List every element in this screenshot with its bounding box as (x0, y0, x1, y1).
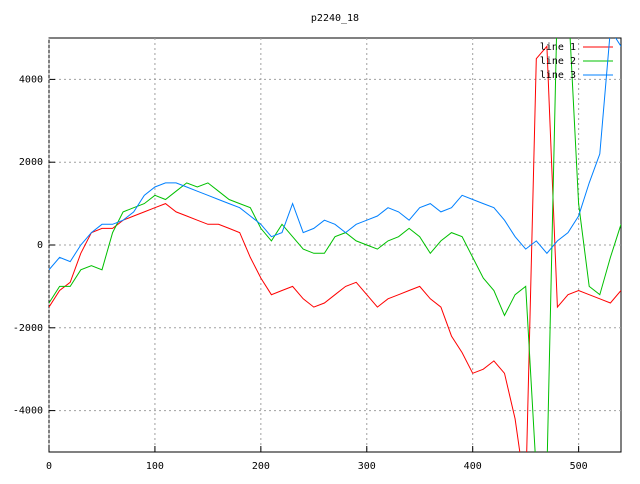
y-tick-label: 0 (37, 240, 43, 251)
x-tick-label: 500 (570, 461, 588, 472)
x-tick-label: 100 (146, 461, 164, 472)
x-tick-label: 300 (358, 461, 376, 472)
y-tick-label: -2000 (13, 323, 43, 334)
data-line (49, 45, 621, 452)
data-line (49, 38, 621, 271)
legend-label: line 2 (540, 56, 576, 67)
legend-label: line 1 (540, 42, 576, 53)
chart-title: p2240_18 (311, 13, 359, 24)
x-tick-label: 400 (464, 461, 482, 472)
x-tick-label: 200 (252, 461, 270, 472)
y-tick-label: 4000 (19, 74, 43, 85)
y-tick-label: -4000 (13, 406, 43, 417)
legend-label: line 3 (540, 70, 576, 81)
data-line (49, 38, 621, 452)
y-tick-label: 2000 (19, 157, 43, 168)
x-tick-label: 0 (46, 461, 52, 472)
